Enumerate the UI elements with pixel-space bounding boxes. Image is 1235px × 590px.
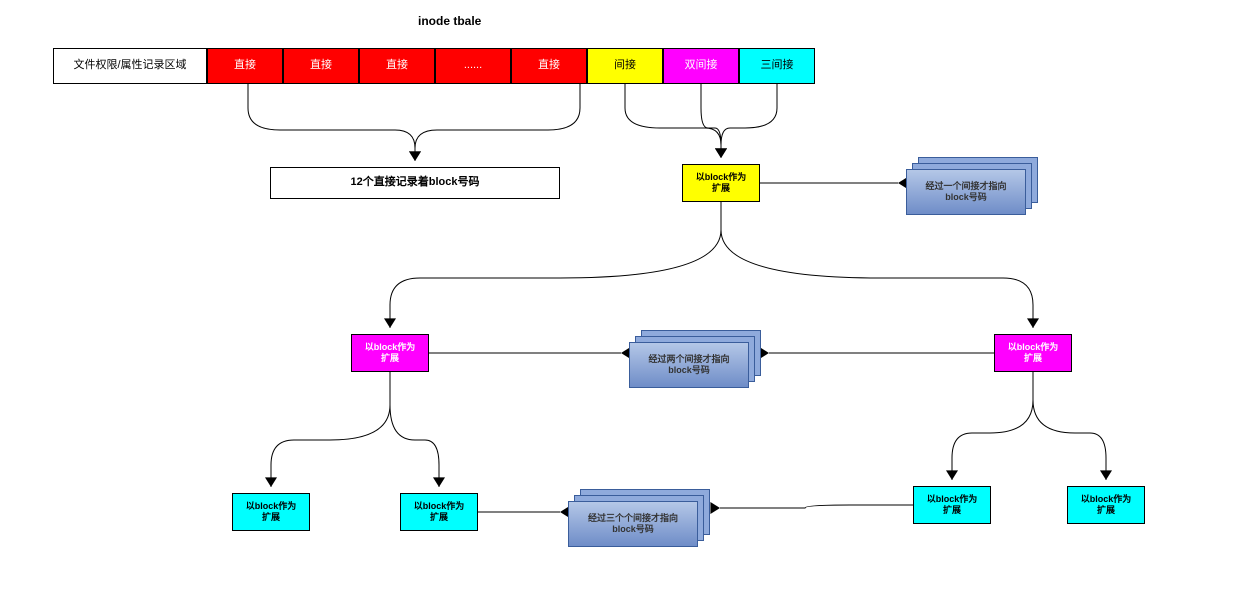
stack-s2: 经过两个间接才指向block号码: [629, 330, 761, 388]
inode-cell-d4: 直接: [511, 48, 587, 84]
node-ext_cyan_1: 以block作为扩展: [232, 493, 310, 531]
node-ext_mag_l: 以block作为扩展: [351, 334, 429, 372]
inode-cell-attr: 文件权限/属性记录区域: [53, 48, 207, 84]
inode-cell-d1: 直接: [207, 48, 283, 84]
inode-cell-ind1: 间接: [587, 48, 663, 84]
inode-cell-d2: 直接: [283, 48, 359, 84]
inode-cell-d3: 直接: [359, 48, 435, 84]
node-ext_yellow: 以block作为扩展: [682, 164, 760, 202]
node-ext_cyan_2: 以block作为扩展: [400, 493, 478, 531]
node-ext_mag_r: 以block作为扩展: [994, 334, 1072, 372]
node-ext_cyan_3: 以block作为扩展: [913, 486, 991, 524]
stack-s1: 经过一个间接才指向block号码: [906, 157, 1038, 215]
node-ext_cyan_4: 以block作为扩展: [1067, 486, 1145, 524]
inode-cell-ind3: 三间接: [739, 48, 815, 84]
inode-cell-dots: ......: [435, 48, 511, 84]
stack-s3: 经过三个个间接才指向block号码: [568, 489, 710, 547]
node-direct12: 12个直接记录着block号码: [270, 167, 560, 199]
diagram-title: inode tbale: [418, 14, 481, 28]
inode-cell-ind2: 双间接: [663, 48, 739, 84]
